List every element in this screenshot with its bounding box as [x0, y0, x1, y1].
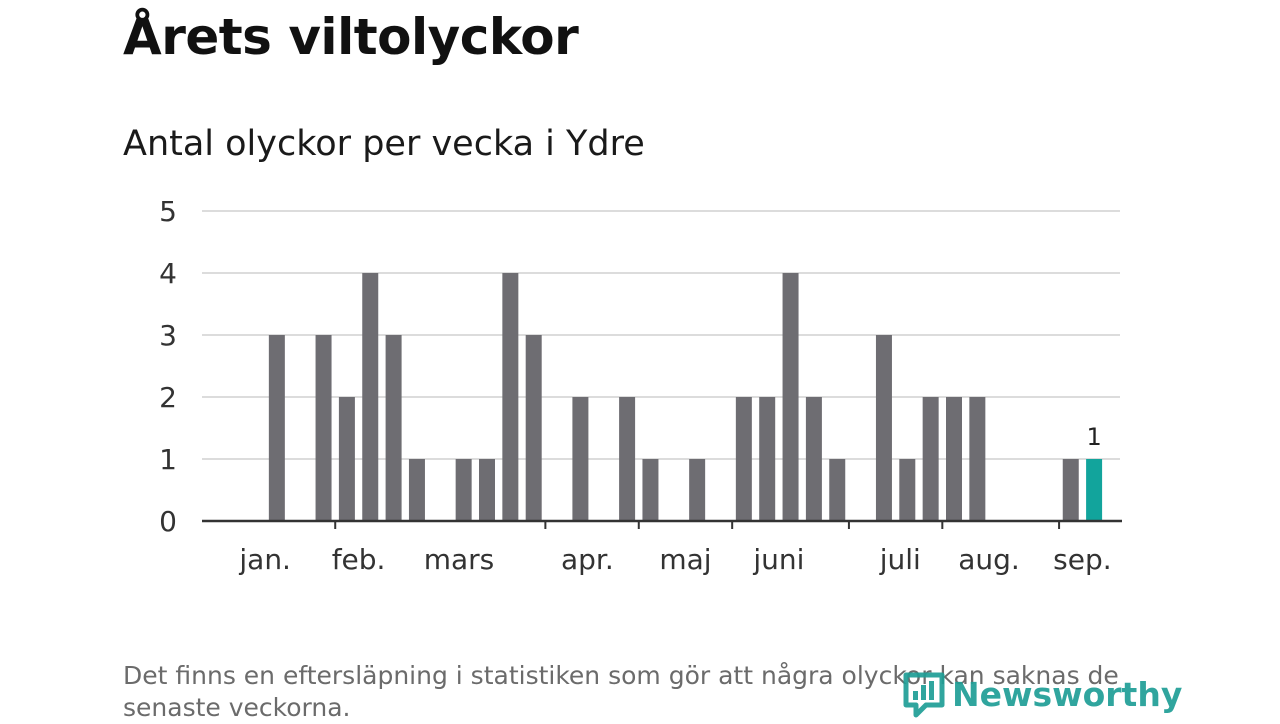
x-axis: [202, 519, 1122, 529]
bar: [525, 335, 542, 521]
bar: [268, 335, 285, 521]
x-tick-label: jan.: [238, 543, 291, 576]
bar: [408, 459, 425, 521]
bar: [946, 397, 962, 521]
footnote: Det finns en eftersläpning i statistiken…: [123, 661, 1119, 722]
x-tick-label: juni: [752, 543, 804, 576]
bar: [455, 459, 472, 521]
bar-chart-logo-icon: [903, 672, 945, 718]
bar: [899, 459, 916, 521]
bar: [362, 273, 379, 521]
bar: [642, 459, 659, 521]
data-label: 1: [1086, 423, 1101, 451]
newsworthy-logo: Newsworthy: [902, 668, 1182, 720]
y-tick-label: 1: [159, 443, 177, 476]
bar: [385, 335, 402, 521]
bar: [829, 459, 846, 521]
x-tick-label: sep.: [1053, 543, 1112, 576]
bar: [782, 273, 799, 521]
data-labels: 1: [1086, 423, 1101, 451]
page-title: Årets viltolyckor: [123, 8, 579, 66]
bar: [479, 459, 495, 521]
bar: [689, 459, 706, 521]
y-tick-label: 2: [159, 381, 177, 414]
bar: [572, 397, 589, 521]
bar: [735, 397, 752, 521]
y-tick-label: 0: [159, 505, 177, 538]
bar: [315, 335, 332, 521]
x-tick-label: maj: [659, 543, 711, 576]
bar: [969, 397, 986, 521]
chart-title: Antal olyckor per vecka i Ydre: [123, 124, 645, 164]
x-axis-labels: jan. feb. mars apr. maj juni juli aug. sep.: [238, 543, 1111, 576]
x-tick-label: feb.: [332, 543, 386, 576]
y-axis-ticks: 0 1 2 3 4 5: [159, 195, 177, 538]
logo-text: Newsworthy: [952, 674, 1183, 714]
bar: [338, 397, 355, 521]
bar: [619, 397, 636, 521]
x-tick-label: apr.: [561, 543, 614, 576]
bar: [805, 397, 822, 521]
gridlines: [202, 210, 1120, 460]
bar: [1062, 459, 1079, 521]
bars: [268, 273, 1103, 521]
x-tick-label: juli: [879, 543, 921, 576]
bar: [759, 397, 776, 521]
bar: [502, 273, 519, 521]
bar: [875, 335, 892, 521]
x-tick-label: mars: [424, 543, 495, 576]
y-tick-label: 3: [159, 319, 177, 352]
bar: [922, 397, 939, 521]
bar-chart: 0 1 2 3 4 5 jan. feb. mars apr. maj juni juli aug. se…: [159, 195, 1122, 576]
bar-highlight: [1086, 459, 1103, 521]
y-tick-label: 5: [159, 195, 177, 228]
y-tick-label: 4: [159, 257, 177, 290]
x-tick-label: aug.: [958, 543, 1020, 576]
